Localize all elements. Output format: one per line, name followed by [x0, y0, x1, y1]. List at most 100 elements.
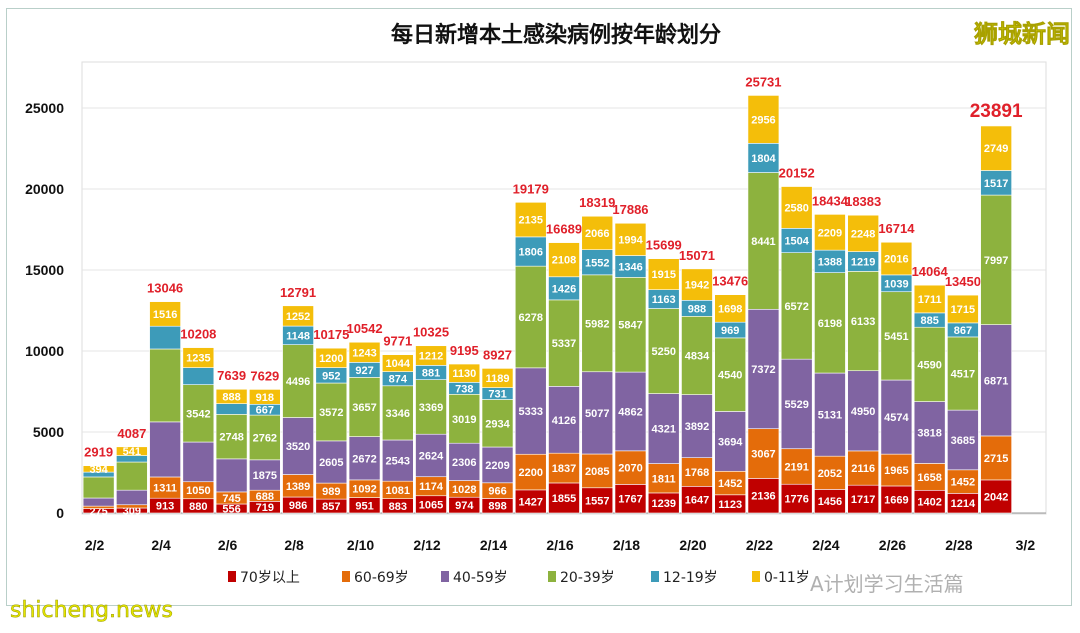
total-label: 18434 [812, 193, 849, 208]
segment-label: 1235 [186, 353, 210, 365]
segment-label: 1698 [718, 303, 742, 315]
bar-2/4: 913 1311 1516 13046 [147, 281, 183, 514]
segment-label: 4834 [685, 350, 710, 362]
segment-label: 1711 [918, 294, 942, 306]
segment-label: 3019 [452, 414, 476, 426]
legend-item: 20-39岁 [548, 570, 615, 586]
bar-segment [714, 411, 747, 472]
segment-label: 2934 [485, 418, 510, 430]
bar-segment [215, 403, 248, 415]
bar-2/10: 951 1092 2672 3657 927 1243 10542 [346, 321, 383, 514]
bar-segment [149, 348, 181, 423]
bar-segment [980, 324, 1012, 437]
segment-label: 2135 [519, 215, 543, 227]
segment-label: 2672 [352, 453, 376, 465]
segment-label: 1452 [951, 477, 975, 489]
bar-segment [481, 446, 514, 484]
segment-label: 2715 [984, 453, 1008, 465]
bar-segment [913, 284, 946, 314]
segment-label: 1050 [186, 485, 210, 497]
plot-area [81, 61, 1047, 515]
segment-label: 857 [322, 501, 340, 513]
segment-label: 6278 [519, 312, 543, 324]
total-label: 10542 [346, 321, 382, 336]
legend-item: 40-59岁 [441, 570, 508, 586]
segment-label: 4862 [618, 406, 642, 418]
bar-segment [913, 463, 946, 491]
bar-segment [381, 439, 414, 482]
bar-segment [548, 242, 580, 278]
segment-label: 1767 [618, 494, 642, 506]
segment-label: 989 [322, 486, 340, 498]
total-label: 10175 [313, 327, 349, 342]
segment-label: 3067 [751, 449, 775, 461]
bar-segment [182, 441, 215, 483]
segment-label: 951 [355, 500, 373, 512]
segment-label: 3346 [386, 408, 410, 420]
segment-label: 5250 [651, 346, 675, 358]
total-label: 20152 [779, 166, 815, 181]
y-tick-label: 25000 [25, 100, 64, 116]
bar-segment [315, 347, 348, 368]
segment-label: 1837 [552, 463, 576, 475]
bar-segment [681, 394, 713, 458]
total-label: 25731 [745, 74, 781, 89]
segment-label: 3685 [951, 435, 975, 447]
segment-label: 1239 [651, 498, 675, 510]
segment-label: 4517 [951, 369, 975, 381]
segment-label: 6133 [851, 316, 875, 328]
segment-label: 5131 [818, 410, 842, 422]
segment-label: 974 [455, 500, 474, 512]
bar-segment [847, 484, 879, 514]
bar-3/1: 2042 2715 6871 7997 1517 2749 23891 [970, 101, 1023, 514]
bar-segment [215, 458, 248, 493]
segment-label: 5451 [884, 331, 908, 343]
segment-label: 1557 [585, 495, 609, 507]
legend-swatch [228, 571, 236, 582]
bar-segment [714, 337, 747, 412]
segment-label: 1065 [419, 499, 443, 511]
bar-segment [747, 478, 780, 514]
bar-segment [780, 252, 813, 360]
bar-2/18: 1767 2070 4862 5847 1346 1994 17886 [612, 202, 649, 514]
segment-label: 986 [289, 500, 307, 512]
segment-label: 1942 [685, 280, 709, 292]
y-tick-label: 10000 [25, 343, 64, 359]
total-label: 4087 [117, 426, 146, 441]
bar-segment [581, 274, 614, 373]
total-label: 15699 [646, 238, 682, 253]
bar-segment [647, 463, 680, 494]
segment-label: 1243 [352, 347, 376, 359]
total-label: 16689 [546, 222, 582, 237]
bar-segment [614, 484, 647, 514]
segment-label: 2209 [485, 460, 509, 472]
segment-label: 1647 [685, 495, 709, 507]
segment-label: 2248 [851, 228, 875, 240]
bar-segment [282, 305, 314, 327]
segment-label: 1212 [419, 351, 443, 363]
x-tick-label: 2/16 [546, 537, 573, 553]
total-label: 16714 [878, 221, 915, 236]
bar-segment [548, 386, 580, 454]
bar-segment [847, 370, 879, 452]
bar-segment [614, 222, 647, 256]
total-label: 10325 [413, 325, 449, 340]
bar-segment [182, 347, 215, 368]
segment-label: 541 [123, 446, 141, 458]
segment-label: 2116 [851, 463, 875, 475]
bar-2/15: 1427 2200 5333 6278 1806 2135 19179 [513, 181, 549, 514]
bar-segment [215, 414, 248, 460]
total-label: 9771 [383, 334, 412, 349]
bar-segment [182, 384, 215, 443]
segment-label: 2605 [319, 457, 343, 469]
bar-segment [880, 291, 913, 381]
segment-label: 1915 [651, 269, 675, 281]
bar-segment [182, 367, 215, 385]
x-tick-label: 2/14 [480, 537, 507, 553]
bar-segment [681, 486, 713, 514]
segment-label: 688 [256, 491, 274, 503]
bar-segment [82, 465, 115, 473]
